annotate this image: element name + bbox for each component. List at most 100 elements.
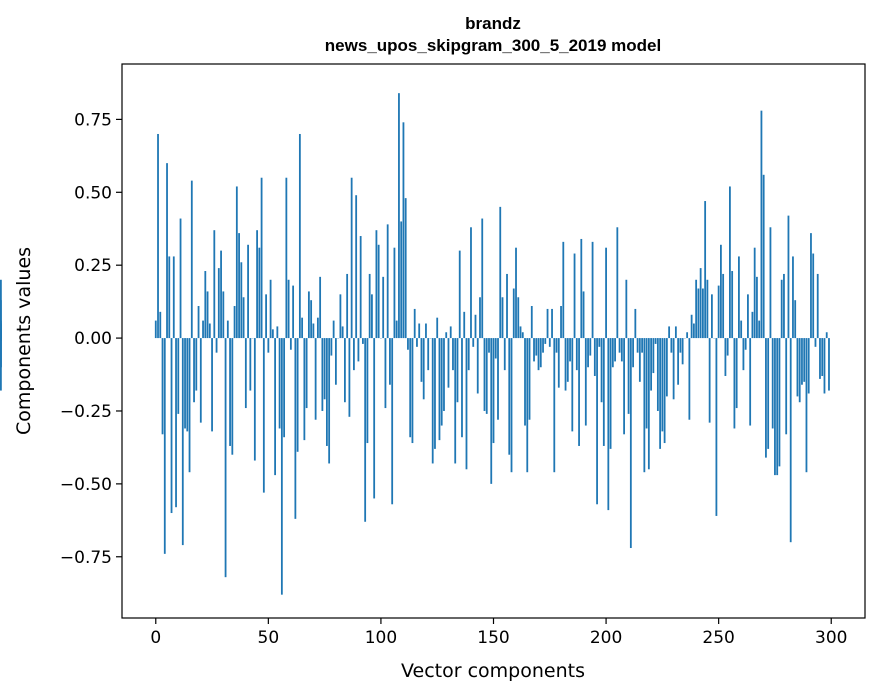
bar <box>807 338 810 394</box>
bar <box>476 338 479 394</box>
bar <box>580 238 583 339</box>
bar <box>463 311 466 339</box>
bar <box>803 338 806 382</box>
bar <box>301 317 304 339</box>
bar <box>278 338 281 429</box>
bar <box>472 338 475 347</box>
bar <box>289 338 292 350</box>
bar <box>310 300 313 339</box>
bar <box>515 247 517 339</box>
bar <box>224 338 227 578</box>
bar <box>499 206 502 339</box>
bar <box>431 338 434 464</box>
x-tick-label: 150 <box>477 628 509 648</box>
bar <box>434 338 436 449</box>
bar <box>184 338 186 429</box>
bar <box>307 291 310 339</box>
bar <box>294 338 297 519</box>
bar <box>506 273 508 339</box>
bar <box>271 329 274 339</box>
bar <box>312 323 315 339</box>
bar <box>686 332 689 339</box>
bar <box>645 338 648 429</box>
bar <box>670 338 673 353</box>
bar <box>384 338 387 409</box>
x-tick-label: 50 <box>258 628 280 648</box>
bar <box>688 338 691 420</box>
bar <box>794 300 797 339</box>
bar <box>656 338 659 411</box>
bar <box>490 338 493 484</box>
bar <box>828 338 830 391</box>
bar <box>231 338 234 455</box>
bar <box>792 256 794 339</box>
bar <box>238 233 240 339</box>
bar <box>470 227 472 339</box>
y-tick-label: 0.75 <box>74 110 112 130</box>
bar <box>395 320 398 339</box>
bar <box>616 227 619 339</box>
bar <box>461 338 463 438</box>
bar <box>400 221 403 339</box>
x-tick-label: 100 <box>365 628 397 648</box>
bar <box>717 285 720 339</box>
plot-frame <box>121 63 866 619</box>
bar <box>377 244 380 339</box>
bar <box>179 218 182 339</box>
bar <box>711 294 713 339</box>
x-axis-ticks: 0 50 100 150 200 250 300 <box>150 618 847 648</box>
bar <box>407 338 409 350</box>
bar <box>760 110 763 339</box>
bar <box>274 338 276 476</box>
bar-series <box>0 93 830 595</box>
bar <box>235 186 238 339</box>
bar <box>501 297 504 339</box>
bar <box>578 338 580 446</box>
bar <box>357 338 360 362</box>
bar <box>285 177 288 339</box>
bar <box>190 180 193 339</box>
bar <box>334 338 337 385</box>
bar <box>551 308 553 339</box>
bar <box>488 338 490 353</box>
y-axis-label: Components values <box>13 247 35 435</box>
bar <box>512 288 515 339</box>
bar <box>569 338 571 362</box>
bar <box>812 253 815 339</box>
bar <box>629 338 632 549</box>
bar <box>816 273 819 339</box>
bar <box>620 338 623 362</box>
bar <box>769 227 772 339</box>
bar <box>596 338 598 505</box>
bar <box>247 244 249 339</box>
x-axis-label: Vector components <box>401 660 585 682</box>
bar <box>292 285 295 339</box>
bar <box>330 338 333 356</box>
bar <box>771 338 774 429</box>
bar <box>323 338 326 400</box>
bar <box>393 247 396 339</box>
bar <box>814 338 817 347</box>
bar <box>368 273 371 339</box>
bar <box>226 320 229 339</box>
bar <box>159 311 162 339</box>
bar <box>229 338 231 446</box>
bar <box>783 273 785 339</box>
bar <box>348 338 351 417</box>
y-tick-label: −0.25 <box>60 402 112 422</box>
bar <box>672 338 675 400</box>
bar <box>765 338 767 458</box>
bar <box>479 297 481 339</box>
bar <box>314 338 317 420</box>
bar <box>715 338 718 516</box>
bar <box>416 338 418 347</box>
bar <box>787 215 790 339</box>
bar <box>638 338 641 382</box>
bar <box>661 338 664 432</box>
bar <box>562 241 565 339</box>
bar <box>181 338 184 546</box>
bar <box>582 291 585 339</box>
bar <box>386 224 389 339</box>
bar <box>560 306 562 339</box>
bar <box>186 338 189 432</box>
